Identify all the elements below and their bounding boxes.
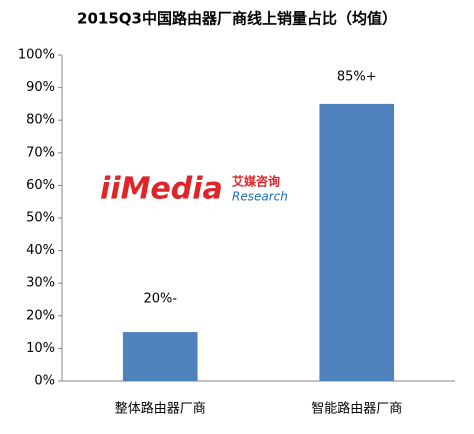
y-tick-label: 80% <box>26 113 55 128</box>
x-tick-label: 整体路由器厂商 <box>115 401 206 417</box>
x-tick-label: 智能路由器厂商 <box>311 401 402 417</box>
y-tick-label: 70% <box>26 145 55 160</box>
y-tick-label: 60% <box>26 178 55 193</box>
bar <box>319 103 395 382</box>
watermark-sub: Research <box>232 190 288 204</box>
y-tick-label: 50% <box>26 211 55 226</box>
annotation: 85%+ <box>337 69 377 84</box>
y-tick-label: 30% <box>26 276 55 291</box>
y-tick-label: 0% <box>34 374 55 389</box>
bar <box>122 332 198 381</box>
y-tick-label: 90% <box>26 80 55 95</box>
y-tick-label: 20% <box>26 308 55 323</box>
y-tick-label: 40% <box>26 243 55 258</box>
annotation: 20%- <box>143 292 177 307</box>
watermark: iiMedia 艾媒咨询 Research <box>100 172 288 207</box>
watermark-cn: 艾媒咨询 <box>232 174 280 189</box>
chart-title: 2015Q3中国路由器厂商线上销量占比（均值） <box>77 10 397 28</box>
y-tick-label: 10% <box>26 341 55 356</box>
watermark-brand: iiMedia <box>100 172 223 207</box>
y-tick-label: 100% <box>18 48 55 63</box>
